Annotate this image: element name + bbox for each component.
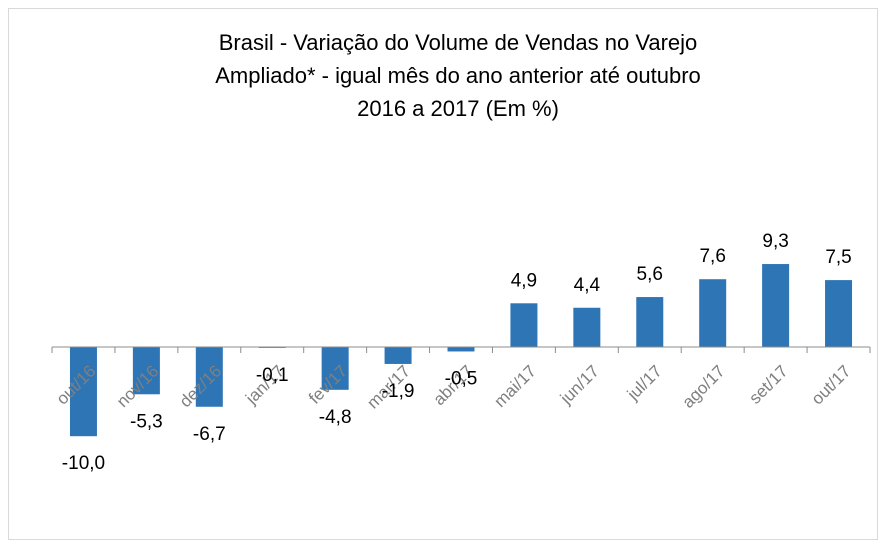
- bar: [132, 347, 160, 395]
- data-label: -0,5: [445, 368, 478, 389]
- bar: [447, 347, 475, 352]
- chart-title: Ampliado* - igual mês do ano anterior at…: [215, 63, 701, 88]
- bar: [69, 347, 97, 437]
- data-label: -1,9: [382, 381, 415, 402]
- data-label: 7,6: [699, 246, 725, 267]
- data-label: 7,5: [825, 247, 851, 268]
- data-label: -5,3: [130, 411, 163, 432]
- bar: [573, 307, 601, 347]
- bar: [825, 280, 853, 347]
- data-label: -4,8: [319, 407, 352, 428]
- data-label: -0,1: [256, 365, 289, 386]
- bar: [321, 347, 349, 390]
- bar: [762, 264, 790, 347]
- bar: [636, 297, 664, 347]
- bar: [384, 347, 412, 364]
- plot-area: out/16-10,0nov/16-5,3dez/16-6,7jan/17-0,…: [51, 231, 871, 474]
- bar: [510, 303, 538, 347]
- bar: [699, 279, 727, 347]
- data-label: -10,0: [62, 453, 105, 474]
- data-label: 4,9: [511, 270, 537, 291]
- chart-border: [8, 8, 878, 540]
- bar: [195, 347, 223, 407]
- chart-title: Brasil - Variação do Volume de Vendas no…: [219, 30, 698, 55]
- data-label: 5,6: [637, 264, 663, 285]
- data-label: 4,4: [574, 275, 601, 296]
- data-label: 9,3: [762, 231, 788, 252]
- data-label: -6,7: [193, 424, 226, 445]
- chart-title: 2016 a 2017 (Em %): [357, 96, 559, 121]
